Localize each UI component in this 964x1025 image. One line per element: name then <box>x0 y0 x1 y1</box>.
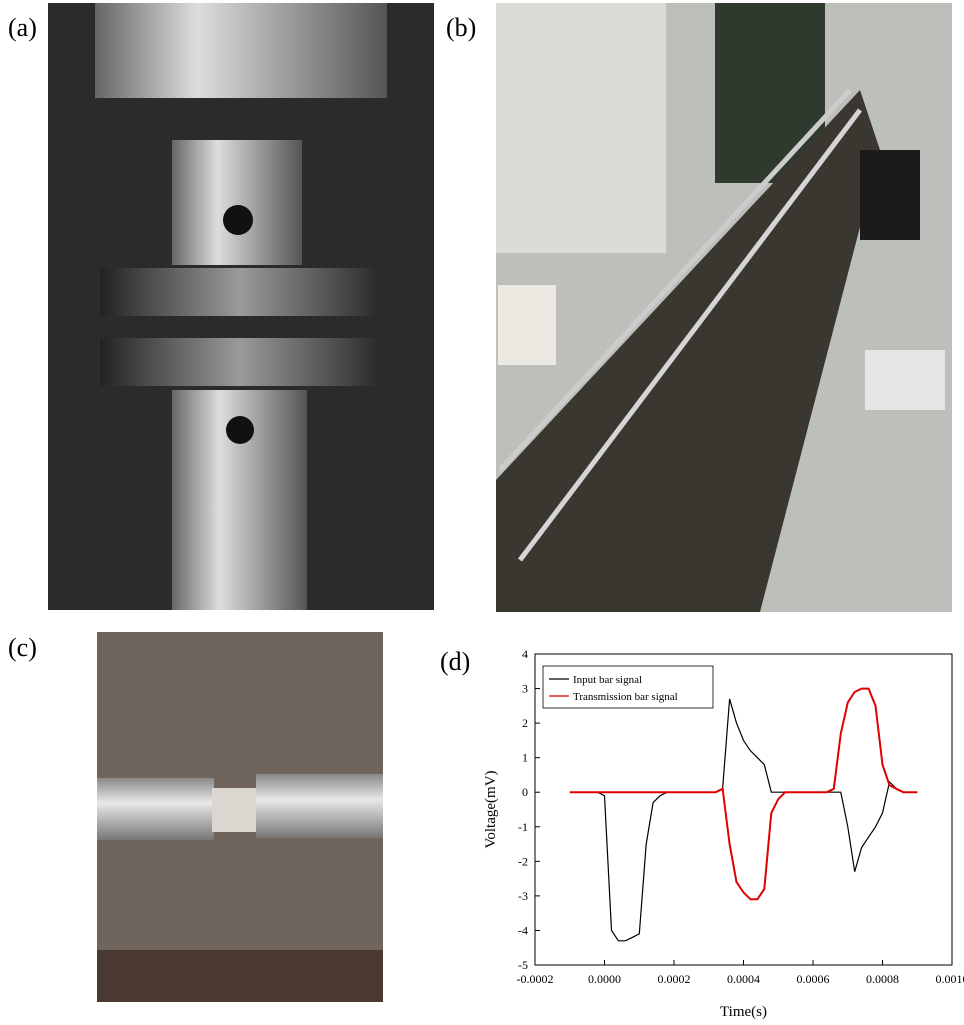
y-tick-label: -4 <box>518 923 528 937</box>
x-axis-title: Time(s) <box>720 1004 767 1020</box>
y-tick-label: 1 <box>522 751 528 765</box>
y-tick-label: -1 <box>518 820 528 834</box>
legend-label: Input bar signal <box>573 674 642 686</box>
y-tick-label: 0 <box>522 785 528 799</box>
y-tick-label: -3 <box>518 889 528 903</box>
x-tick-label: 0.0002 <box>658 972 691 986</box>
panel-label: (b) <box>446 13 476 42</box>
series-line <box>569 698 918 942</box>
photo-a <box>48 3 434 610</box>
y-tick-label: 4 <box>522 647 528 661</box>
legend-label: Transmission bar signal <box>573 691 678 703</box>
chart: -5 -4 -3 -2 -1 0 1 2 3 4 -0.0002 0.0000 0.0002 0.0004… <box>483 647 964 1020</box>
x-tick-label: 0.0000 <box>588 972 621 986</box>
x-tick-label: 0.0010 <box>936 972 964 986</box>
x-tick-label: 0.0008 <box>866 972 899 986</box>
y-tick-label: 2 <box>522 716 528 730</box>
x-tick-label: -0.0002 <box>517 972 554 986</box>
x-tick-label: 0.0006 <box>797 972 830 986</box>
photo-c <box>97 632 383 1002</box>
panel-label: (a) <box>8 13 37 42</box>
y-tick-label: -5 <box>518 958 528 972</box>
series-line <box>569 687 918 901</box>
legend-box <box>542 665 714 709</box>
panel-label: (c) <box>8 633 37 662</box>
panel-label: (d) <box>440 647 470 676</box>
photo-b <box>496 3 952 612</box>
y-axis-title: Voltage(mV) <box>483 770 499 848</box>
y-tick-label: 3 <box>522 682 528 696</box>
y-tick-label: -2 <box>518 854 528 868</box>
x-tick-label: 0.0004 <box>727 972 760 986</box>
